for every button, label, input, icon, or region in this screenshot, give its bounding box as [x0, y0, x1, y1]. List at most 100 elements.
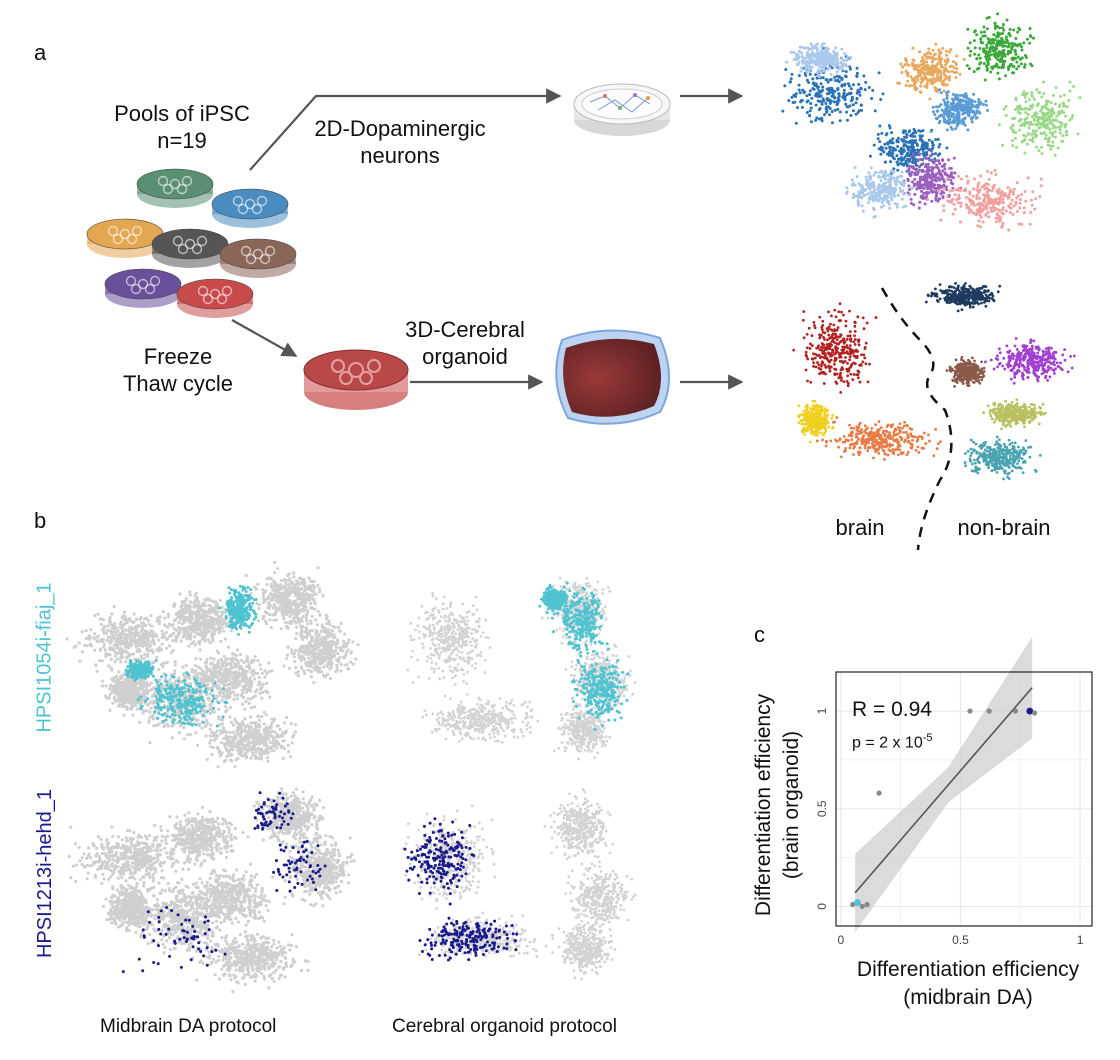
- panel-letter-a: a: [34, 40, 47, 65]
- umap-cluster: [982, 398, 1047, 431]
- annotation-r: R = 0.94: [852, 698, 932, 721]
- dopaminergic-label: 2D-Dopaminergic: [314, 116, 486, 141]
- umap-midbrain-hehd: [67, 787, 356, 994]
- ipsc-dish: [219, 238, 297, 278]
- x-tick-label: 1: [1077, 933, 1084, 947]
- highlighted-cells: [538, 583, 569, 615]
- umap-cluster: [924, 281, 1002, 313]
- scatter-point: [986, 708, 992, 714]
- col-label-organoid: Cerebral organoid protocol: [392, 1016, 617, 1037]
- x-tick-label: 0: [837, 933, 844, 947]
- panel-letter-b: b: [34, 508, 47, 533]
- highlighted-cells: [121, 906, 227, 974]
- chart-points: [850, 707, 1038, 910]
- umap-cluster: [900, 149, 963, 210]
- ipsc-dish: [136, 168, 214, 208]
- chart-frame: [835, 671, 1093, 927]
- grey-cell-cluster: [421, 692, 540, 744]
- highlighted-cells: [218, 584, 258, 637]
- umap-cluster: [929, 88, 990, 133]
- neurons-label: neurons: [360, 143, 440, 168]
- scatter-point: [859, 903, 865, 910]
- umap-midbrain-fiaj: [65, 560, 360, 769]
- umap-cluster: [997, 80, 1082, 157]
- umap-cluster: [792, 302, 878, 394]
- y-tick-label: 0.5: [815, 800, 829, 817]
- ipsc-dish: [86, 218, 164, 258]
- culture-dish-icon: [573, 83, 671, 136]
- panel-letter-c: c: [754, 622, 765, 647]
- grey-cell-cluster: [552, 704, 612, 761]
- grey-cell-cluster: [543, 788, 615, 866]
- regression-line: [854, 687, 1033, 894]
- highlighted-cells: [570, 652, 630, 731]
- pooled-dish-icon: [303, 349, 409, 410]
- grey-cell-cluster: [244, 560, 332, 631]
- umap-cluster: [896, 42, 966, 101]
- grey-cell-cluster: [406, 591, 492, 686]
- umap-cluster: [781, 46, 885, 125]
- grey-cell-cluster: [67, 823, 190, 896]
- x-tick-label: 0.5: [952, 933, 969, 947]
- pools-label: Pools of iPSC: [114, 101, 250, 126]
- ipsc-dish: [211, 188, 289, 228]
- x-axis-label-2: (midbrain DA): [903, 986, 1033, 1009]
- arrow-to-2d: [249, 88, 562, 171]
- umap-2d-dopaminergic: [781, 12, 1082, 232]
- umap-organoid-hehd: [401, 788, 637, 981]
- umap-cluster: [845, 165, 915, 219]
- ipsc-dish: [176, 278, 254, 318]
- ipsc-dish: [151, 228, 229, 268]
- brain-divider-line: [880, 287, 953, 551]
- grey-cell-cluster: [101, 879, 159, 935]
- umap-cluster: [965, 12, 1036, 82]
- umap-3d-organoid: [792, 281, 1076, 481]
- highlighted-cells: [253, 791, 295, 847]
- ipsc-dishes: [86, 168, 297, 318]
- umap-cluster: [945, 355, 986, 388]
- non-brain-label: non-brain: [957, 515, 1051, 540]
- umap-cluster: [983, 337, 1076, 385]
- grey-cell-cluster: [195, 704, 298, 769]
- grey-cell-cluster: [282, 613, 360, 685]
- x-axis-label-1: Differentiation efficiency: [856, 958, 1080, 981]
- annotation-p: p = 2 x 10-5: [852, 732, 933, 752]
- highlighted-cells: [550, 581, 611, 658]
- col-label-midbrain: Midbrain DA protocol: [100, 1016, 277, 1037]
- scatter-point: [850, 901, 856, 908]
- annotation-p-exp: -5: [922, 732, 933, 744]
- grey-cell-cluster: [188, 862, 287, 929]
- brain-label: brain: [835, 515, 885, 540]
- highlighted-cells: [403, 817, 476, 906]
- grey-cell-cluster: [159, 805, 245, 871]
- scatter-point: [967, 708, 973, 714]
- umap-cluster: [785, 42, 853, 82]
- scatter-point: [854, 899, 861, 906]
- y-tick-label: 0: [815, 903, 829, 910]
- organoid-icon: [555, 329, 670, 425]
- scatter-point: [864, 901, 870, 908]
- grey-cell-cluster: [195, 930, 310, 994]
- freeze-label: Freeze: [143, 344, 213, 369]
- arrow-to-freeze: [231, 319, 298, 357]
- scatter-point: [1012, 708, 1019, 714]
- chart-tick-labels: 0 0.5 1 0 0.5 1: [815, 707, 1084, 947]
- umap-cluster: [926, 169, 1043, 232]
- cerebral-label: 3D-Cerebral: [405, 317, 525, 342]
- organoid-label: organoid: [422, 344, 508, 369]
- umap-cluster: [963, 435, 1042, 481]
- highlighted-cells: [136, 671, 229, 728]
- annotation-p-base: p = 2 x 10: [852, 734, 923, 752]
- umap-organoid-fiaj: [406, 576, 637, 761]
- grey-cell-cluster: [551, 917, 617, 981]
- highlighted-cells: [418, 916, 519, 962]
- ipsc-dish: [104, 268, 182, 308]
- grey-cell-cluster: [564, 860, 637, 938]
- highlighted-cells: [124, 658, 158, 682]
- pools-count: n=19: [157, 128, 207, 153]
- y-tick-label: 1: [815, 707, 829, 714]
- scatter-point: [876, 790, 882, 796]
- thaw-label: Thaw cycle: [122, 371, 234, 396]
- grey-cell-cluster: [157, 590, 245, 652]
